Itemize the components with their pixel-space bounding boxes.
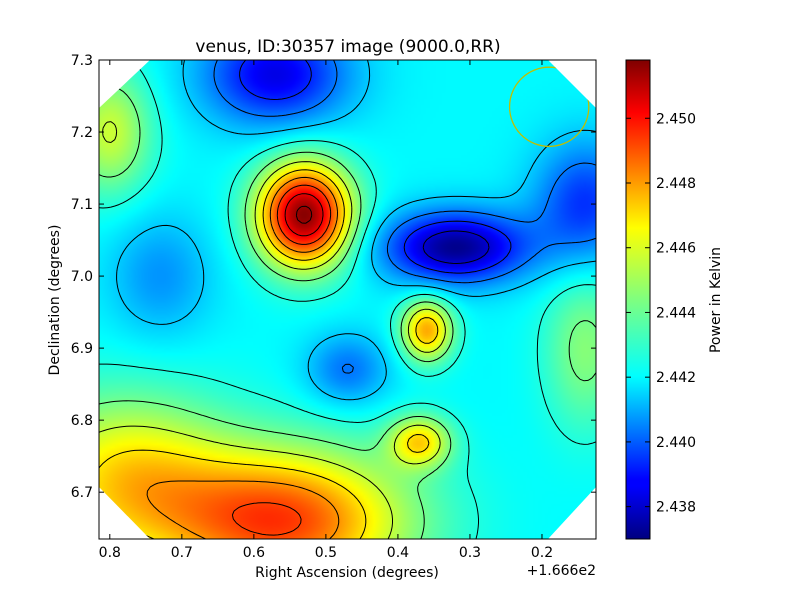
contour-line [295,205,313,224]
contour-line [284,193,324,237]
colorbar-tick-label: 2.438 [656,500,696,516]
contour-line [99,121,446,539]
x-offset-label: +1.666e2 [527,563,596,579]
colorbar-tick-label: 2.448 [656,176,696,192]
y-tick-label: 7.0 [71,269,93,285]
y-axis-label: Declination (degrees) [47,225,63,376]
colorbar-tick-label: 2.450 [656,111,696,127]
colorbar-ticks: 2.438 2.440 2.442 2.444 2.446 2.448 2.450 [626,111,696,516]
x-tick-label: 0.6 [243,545,265,561]
y-tick-label: 7.1 [71,197,93,213]
colorbar [625,59,651,540]
colorbar-tick-label: 2.446 [656,241,696,257]
y-tick-label: 6.7 [71,485,93,501]
y-tick-label: 6.8 [71,413,93,429]
plot-area [99,60,596,539]
colorbar-tick-label: 2.444 [656,305,696,321]
contour-line [116,60,596,401]
x-axis: 0.8 0.7 0.6 0.5 0.4 0.3 0.2 [99,60,553,561]
x-tick-label: 0.5 [315,545,337,561]
x-tick-label: 0.7 [171,545,193,561]
chart-title: venus, ID:30357 image (9000.0,RR) [195,37,500,57]
y-tick-label: 6.9 [71,341,93,357]
x-tick-label: 0.4 [387,545,409,561]
beam-circle [508,66,590,148]
x-tick-label: 0.8 [99,545,121,561]
contour-line [422,230,490,264]
contour-line [146,176,340,539]
x-tick-label: 0.2 [531,545,553,561]
contour-line [213,60,596,374]
contour-lines [99,60,596,539]
y-axis: 6.7 6.8 6.9 7.0 7.1 7.2 7.3 [71,53,596,501]
contour-line [239,60,512,274]
x-tick-label: 0.3 [459,545,481,561]
colorbar-tick-label: 2.442 [656,370,696,386]
colorbar-label: Power in Kelvin [708,247,724,353]
axes-frame [98,59,597,540]
y-tick-label: 7.3 [71,53,93,69]
colorbar-tick-label: 2.440 [656,435,696,451]
heatmap-image [99,60,596,539]
contour-line [231,184,332,536]
x-axis-label: Right Ascension (degrees) [255,565,439,581]
y-tick-label: 7.2 [71,125,93,141]
